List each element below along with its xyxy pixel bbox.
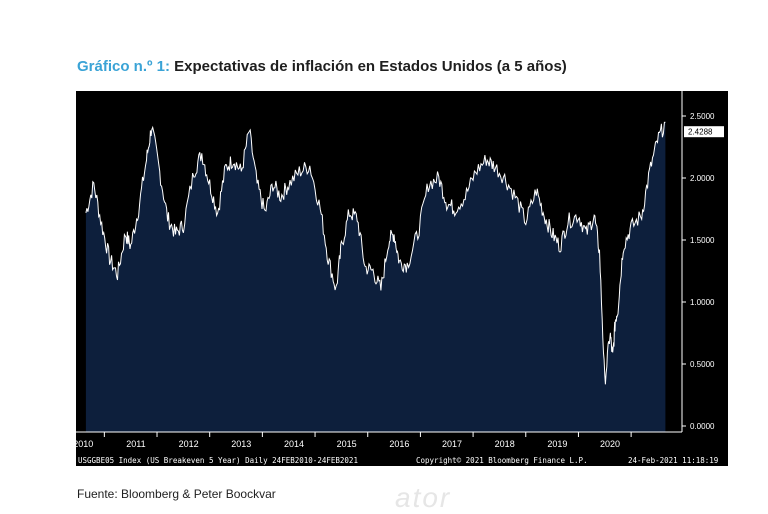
timestamp-text: 24-Feb-2021 11:18:19 <box>628 456 719 465</box>
x-tick-label: 2020 <box>600 439 620 449</box>
x-tick-label: 2016 <box>389 439 409 449</box>
y-tick-label: 1.0000 <box>690 298 715 307</box>
x-tick-label: 2015 <box>337 439 357 449</box>
bloomberg-chart-panel: 2.5000 2.0000 1.5000 1.0000 0.5000 0.0000 2.42… <box>73 91 728 466</box>
series-line <box>85 121 666 385</box>
y-tick-label: 1.5000 <box>690 236 715 245</box>
last-value-badge <box>684 126 724 138</box>
x-tick-label: 2011 <box>126 439 145 449</box>
y-tick-label: 2.5000 <box>690 112 715 121</box>
y-tick-label: 0.5000 <box>690 360 715 369</box>
x-tick-label: 2014 <box>284 439 304 449</box>
title-prefix: Gráfico n.º 1: <box>77 58 170 75</box>
copyright-text: Copyright© 2021 Bloomberg Finance L.P. <box>416 456 588 465</box>
last-value-label: 2.4288 <box>688 128 713 137</box>
x-tick-label: 2018 <box>495 439 515 449</box>
x-tick-label: 2010 <box>76 439 93 449</box>
x-tick-label: 2013 <box>231 439 251 449</box>
index-description: USGGBE05 Index (US Breakeven 5 Year) Dai… <box>78 456 358 465</box>
watermark: ator <box>395 482 452 513</box>
y-tick-label: 2.0000 <box>690 174 715 183</box>
x-tick-label: 2019 <box>547 439 567 449</box>
series-area <box>85 122 666 432</box>
chart-title: Gráfico n.º 1: Expectativas de inflación… <box>77 58 567 75</box>
source-note: Fuente: Bloomberg & Peter Boockvar <box>77 487 276 501</box>
x-tick-label: 2017 <box>442 439 462 449</box>
title-text: Expectativas de inflación en Estados Uni… <box>174 58 567 75</box>
chart-svg: 2.5000 2.0000 1.5000 1.0000 0.5000 0.0000 2.42… <box>73 91 724 449</box>
y-tick-label: 0.0000 <box>690 422 715 431</box>
bloomberg-footer: USGGBE05 Index (US Breakeven 5 Year) Dai… <box>76 455 728 466</box>
x-tick-label: 2012 <box>179 439 199 449</box>
